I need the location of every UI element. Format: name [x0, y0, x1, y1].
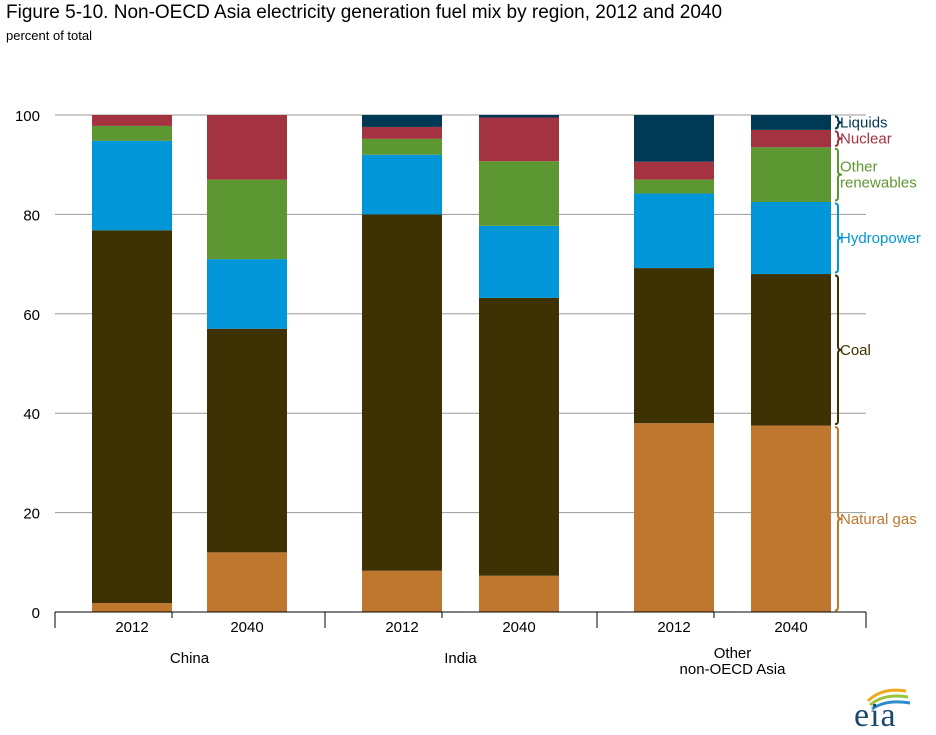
- bar-segment-hydropower: [207, 259, 287, 329]
- bar-segment-hydropower: [751, 201, 831, 275]
- bar-segment-other-renewables: [479, 161, 559, 226]
- legend-label: Other: [840, 159, 878, 176]
- bar-segment-nuclear: [362, 126, 442, 139]
- bar-segment-natural-gas: [479, 575, 559, 612]
- legend-bracket: [834, 130, 843, 147]
- bar-segment-hydropower: [634, 193, 714, 269]
- bar-segment-natural-gas: [207, 552, 287, 612]
- bar-segment-coal: [751, 274, 831, 426]
- bar-segment-nuclear: [479, 117, 559, 162]
- bar-segment-liquids: [362, 115, 442, 127]
- y-tick-label: 20: [23, 506, 40, 523]
- legend-label: Coal: [840, 342, 871, 359]
- year-label: 2012: [385, 619, 418, 636]
- bar-segment-nuclear: [207, 115, 287, 180]
- legend-bracket: [834, 426, 843, 612]
- bar-segment-other-renewables: [362, 138, 442, 155]
- legend-bracket: [834, 147, 843, 202]
- bar-segment-hydropower: [92, 140, 172, 231]
- legend-label: renewables: [840, 175, 917, 192]
- bar-segment-liquids: [634, 115, 714, 162]
- bar-segment-natural-gas: [751, 425, 831, 612]
- bar-segment-other-renewables: [751, 147, 831, 202]
- bar-segment-liquids: [479, 115, 559, 118]
- bar-segment-hydropower: [362, 154, 442, 215]
- chart-title: Figure 5-10. Non-OECD Asia electricity g…: [6, 2, 723, 23]
- bar-segment-coal: [92, 230, 172, 604]
- x-axis: [54, 611, 867, 628]
- legend-bracket: [834, 202, 843, 274]
- bar-segment-coal: [634, 268, 714, 424]
- legend-label: Natural gas: [840, 511, 917, 528]
- group-label: non-OECD Asia: [680, 661, 787, 678]
- bar-segment-natural-gas: [362, 570, 442, 612]
- bar-segment-nuclear: [92, 115, 172, 126]
- x-axis-categories: 2012 2040 2012 2040 2012 2040 China India Othern…: [115, 619, 807, 678]
- bar-segment-other-renewables: [92, 125, 172, 141]
- bar-segment-coal: [479, 297, 559, 576]
- chart-subtitle: percent of total: [6, 28, 92, 43]
- gridlines: [55, 114, 866, 514]
- bar-segment-coal: [207, 328, 287, 553]
- year-label: 2012: [657, 619, 690, 636]
- bar-segment-natural-gas: [634, 423, 714, 612]
- y-tick-label: 40: [23, 406, 40, 423]
- bar-segment-natural-gas: [92, 603, 172, 612]
- bar-segment-coal: [362, 214, 442, 571]
- logo-text: eia: [854, 697, 897, 734]
- group-label: Other: [714, 645, 752, 662]
- bar-segment-other-renewables: [634, 179, 714, 194]
- group-label: China: [170, 650, 210, 667]
- legend: Natural gas Coal Hydropower Otherrenewables…: [834, 114, 921, 612]
- bar-segment-nuclear: [634, 161, 714, 180]
- bar-segment-other-renewables: [207, 179, 287, 260]
- legend-bracket: [834, 115, 843, 130]
- bars: [92, 115, 831, 612]
- year-label: 2040: [502, 619, 535, 636]
- legend-label: Nuclear: [840, 131, 892, 148]
- legend-label: Hydropower: [840, 230, 921, 247]
- y-tick-label: 0: [32, 605, 40, 622]
- bar-segment-liquids: [751, 115, 831, 130]
- legend-label: Liquids: [840, 114, 888, 131]
- legend-bracket: [834, 274, 843, 426]
- y-axis-ticks: 0 20 40 60 80 100: [15, 108, 40, 622]
- y-tick-label: 100: [15, 108, 40, 125]
- year-label: 2040: [774, 619, 807, 636]
- y-tick-label: 80: [23, 207, 40, 224]
- group-label: India: [444, 650, 477, 667]
- year-label: 2012: [115, 619, 148, 636]
- y-tick-label: 60: [23, 307, 40, 324]
- bar-segment-nuclear: [751, 129, 831, 148]
- bar-segment-hydropower: [479, 225, 559, 298]
- eia-logo-icon: [866, 688, 911, 711]
- year-label: 2040: [230, 619, 263, 636]
